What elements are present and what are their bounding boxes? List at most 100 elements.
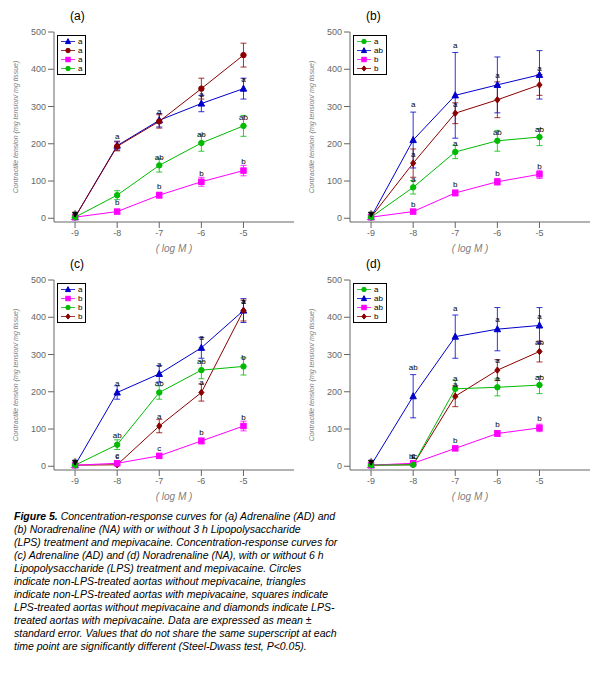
svg-text:400: 400	[31, 64, 46, 74]
svg-text:b: b	[537, 414, 542, 423]
svg-text:-9: -9	[367, 228, 375, 238]
svg-text:a: a	[157, 360, 162, 369]
svg-text:a: a	[453, 100, 458, 109]
svg-text:b: b	[241, 353, 246, 362]
svg-text:-9: -9	[367, 476, 375, 486]
svg-text:-6: -6	[493, 476, 501, 486]
svg-text:100: 100	[327, 424, 342, 434]
svg-text:a: a	[495, 71, 500, 80]
svg-text:b: b	[495, 169, 500, 178]
svg-text:b: b	[537, 162, 542, 171]
svg-text:-6: -6	[197, 228, 205, 238]
svg-text:400: 400	[327, 312, 342, 322]
svg-text:ab: ab	[493, 128, 502, 137]
svg-text:a: a	[241, 297, 246, 306]
svg-text:a: a	[241, 297, 246, 306]
svg-text:-5: -5	[535, 476, 543, 486]
svg-text:( log M ): ( log M )	[452, 243, 489, 254]
svg-text:ab: ab	[113, 431, 122, 440]
svg-text:0: 0	[41, 461, 46, 471]
svg-text:c: c	[411, 451, 415, 460]
svg-text:( log M ): ( log M )	[156, 243, 193, 254]
svg-text:0: 0	[41, 213, 46, 223]
svg-text:100: 100	[31, 424, 46, 434]
svg-text:-7: -7	[155, 476, 163, 486]
svg-text:-5: -5	[239, 476, 247, 486]
svg-text:b: b	[199, 428, 204, 437]
svg-text:-9: -9	[71, 228, 79, 238]
svg-text:a: a	[241, 75, 246, 84]
svg-text:ab: ab	[239, 113, 248, 122]
svg-text:a: a	[411, 175, 416, 184]
svg-text:-5: -5	[239, 228, 247, 238]
svg-text:a: a	[495, 374, 500, 383]
svg-text:300: 300	[31, 102, 46, 112]
svg-text:500: 500	[31, 27, 46, 37]
svg-text:200: 200	[31, 139, 46, 149]
svg-text:ab: ab	[197, 357, 206, 366]
svg-text:a: a	[453, 41, 458, 50]
svg-text:a: a	[453, 374, 458, 383]
svg-text:c: c	[157, 444, 161, 453]
svg-text:b: b	[157, 182, 162, 191]
svg-text:ab: ab	[409, 363, 418, 372]
svg-text:Contractile tension (mg tensio: Contractile tension (mg tension/ mg tiss…	[308, 309, 316, 442]
svg-text:a: a	[537, 64, 542, 73]
svg-text:a: a	[453, 304, 458, 313]
svg-text:400: 400	[327, 64, 342, 74]
svg-text:a: a	[453, 139, 458, 148]
svg-text:-9: -9	[71, 476, 79, 486]
svg-text:-6: -6	[493, 228, 501, 238]
svg-text:b: b	[411, 200, 416, 209]
svg-text:b: b	[199, 169, 204, 178]
svg-text:b: b	[495, 420, 500, 429]
svg-text:a: a	[199, 333, 204, 342]
svg-text:b: b	[453, 436, 458, 445]
svg-text:ab: ab	[155, 379, 164, 388]
svg-text:a: a	[157, 412, 162, 421]
svg-text:100: 100	[327, 176, 342, 186]
svg-text:-8: -8	[113, 476, 121, 486]
svg-text:a: a	[157, 107, 162, 116]
svg-text:a: a	[411, 150, 416, 159]
svg-text:ab: ab	[197, 130, 206, 139]
svg-text:300: 300	[327, 350, 342, 360]
svg-text:100: 100	[31, 176, 46, 186]
svg-text:-5: -5	[535, 228, 543, 238]
svg-text:300: 300	[327, 102, 342, 112]
svg-text:a: a	[199, 378, 204, 387]
svg-text:0: 0	[337, 461, 342, 471]
svg-text:0: 0	[337, 213, 342, 223]
svg-text:a: a	[411, 100, 416, 109]
svg-text:ab: ab	[535, 373, 544, 382]
svg-text:b: b	[115, 198, 120, 207]
svg-text:a: a	[199, 90, 204, 99]
svg-text:400: 400	[31, 312, 46, 322]
svg-text:ab: ab	[155, 153, 164, 162]
svg-text:-7: -7	[451, 476, 459, 486]
svg-text:a: a	[115, 379, 120, 388]
svg-text:a: a	[537, 312, 542, 321]
svg-text:b: b	[453, 180, 458, 189]
svg-text:c: c	[115, 451, 119, 460]
svg-text:200: 200	[327, 387, 342, 397]
svg-text:500: 500	[31, 275, 46, 285]
svg-text:500: 500	[327, 27, 342, 37]
svg-text:Contractile tension (mg tensio: Contractile tension (mg tension/ mg tiss…	[12, 61, 20, 194]
svg-text:Contractile tension (mg tensio: Contractile tension (mg tension/ mg tiss…	[308, 61, 316, 194]
svg-text:ab: ab	[535, 125, 544, 134]
svg-text:( log M ): ( log M )	[156, 491, 193, 502]
svg-text:a: a	[495, 315, 500, 324]
svg-text:ab: ab	[535, 338, 544, 347]
svg-text:-7: -7	[155, 228, 163, 238]
svg-text:200: 200	[327, 139, 342, 149]
svg-text:-6: -6	[197, 476, 205, 486]
svg-text:200: 200	[31, 387, 46, 397]
svg-text:a: a	[495, 356, 500, 365]
svg-text:bc: bc	[409, 452, 417, 461]
svg-text:300: 300	[31, 350, 46, 360]
svg-text:-7: -7	[451, 228, 459, 238]
svg-text:-8: -8	[409, 476, 417, 486]
svg-text:Contractile tension (mg tensio: Contractile tension (mg tension/ mg tiss…	[12, 309, 20, 442]
svg-text:-8: -8	[113, 228, 121, 238]
